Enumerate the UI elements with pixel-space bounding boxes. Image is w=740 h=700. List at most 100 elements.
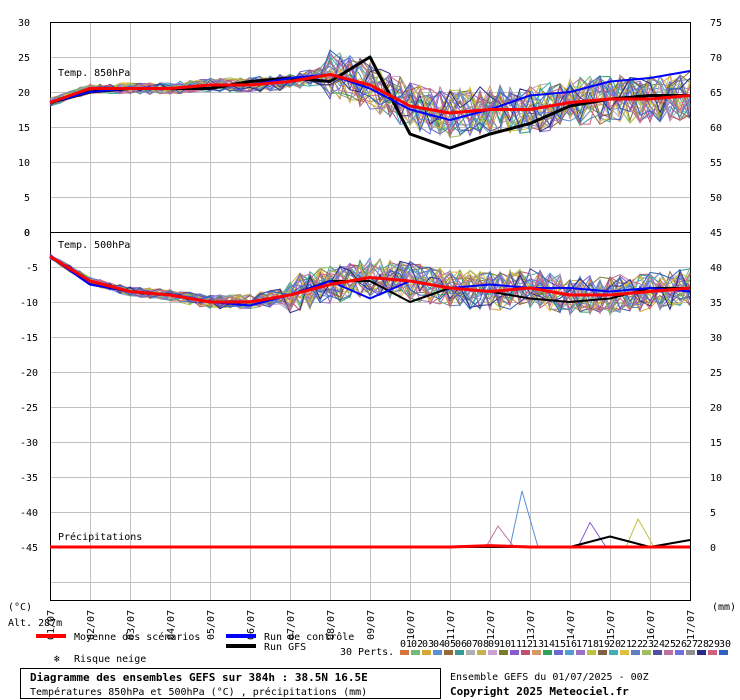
pert-swatch bbox=[631, 650, 640, 655]
pert-swatch bbox=[576, 650, 585, 655]
pert-swatch bbox=[565, 650, 574, 655]
pert-number: 07 bbox=[466, 639, 478, 650]
y-tick-right: 50 bbox=[710, 193, 722, 204]
x-tick-date: 02/07 bbox=[86, 610, 97, 640]
precip-mean-line bbox=[50, 544, 690, 549]
x-tick-date: 08/07 bbox=[326, 610, 337, 640]
y-tick-left: 0 bbox=[24, 228, 30, 239]
pert-swatch bbox=[708, 650, 717, 655]
y-tick-left: -30 bbox=[20, 438, 38, 449]
pert-number: 20 bbox=[609, 639, 621, 650]
pert-number: 21 bbox=[620, 639, 632, 650]
pert-swatch bbox=[433, 650, 442, 655]
title-line-2: Températures 850hPa et 500hPa (°C) , pré… bbox=[30, 686, 367, 698]
pert-swatch bbox=[587, 650, 596, 655]
x-tick-date: 03/07 bbox=[126, 610, 137, 640]
x-tick-date: 04/07 bbox=[166, 610, 177, 640]
pert-number: 26 bbox=[675, 639, 687, 650]
legend-snow-label: Risque neige bbox=[74, 654, 146, 665]
member-line bbox=[49, 49, 691, 136]
altitude-label: Alt. 287m bbox=[8, 618, 62, 629]
pert-number: 02 bbox=[411, 639, 423, 650]
title-box bbox=[20, 668, 441, 699]
pert-swatch bbox=[675, 650, 684, 655]
pert-number: 04 bbox=[433, 639, 445, 650]
x-tick-date: 13/07 bbox=[526, 610, 537, 640]
y-tick-right: 70 bbox=[710, 53, 722, 64]
x-tick-date: 15/07 bbox=[606, 610, 617, 640]
member-line bbox=[49, 70, 691, 137]
y-tick-left: -35 bbox=[20, 473, 38, 484]
pert-number: 01 bbox=[400, 639, 412, 650]
legend-gfs-label: Run GFS bbox=[264, 642, 306, 653]
member-line bbox=[49, 54, 691, 139]
y-tick-left: -20 bbox=[20, 368, 38, 379]
y-tick-right: 45 bbox=[710, 228, 722, 239]
x-tick-date: 06/07 bbox=[246, 610, 257, 640]
panel-label-500: Temp. 500hPa bbox=[58, 240, 130, 251]
y-tick-right: 25 bbox=[710, 368, 722, 379]
y-tick-right: 75 bbox=[710, 18, 722, 29]
pert-swatch bbox=[609, 650, 618, 655]
pert-swatch bbox=[499, 650, 508, 655]
y-tick-left: -5 bbox=[26, 263, 38, 274]
pert-swatch bbox=[543, 650, 552, 655]
y-tick-left: 5 bbox=[24, 193, 30, 204]
pert-number: 29 bbox=[708, 639, 720, 650]
x-tick-date: 12/07 bbox=[486, 610, 497, 640]
x-tick-date: 05/07 bbox=[206, 610, 217, 640]
pert-swatch bbox=[521, 650, 530, 655]
x-tick-date: 11/07 bbox=[446, 610, 457, 640]
pert-swatch bbox=[642, 650, 651, 655]
member-line bbox=[49, 68, 691, 133]
pert-swatch bbox=[477, 650, 486, 655]
x-tick-date: 14/07 bbox=[566, 610, 577, 640]
x-tick-date: 01/07 bbox=[46, 610, 57, 640]
y-tick-right: 40 bbox=[710, 263, 722, 274]
pert-number: 18 bbox=[587, 639, 599, 650]
pert-swatch bbox=[620, 650, 629, 655]
pert-number: 11 bbox=[510, 639, 522, 650]
y-tick-right: 65 bbox=[710, 88, 722, 99]
pert-swatch bbox=[466, 650, 475, 655]
y-tick-left: 30 bbox=[18, 18, 30, 29]
y-tick-right: 30 bbox=[710, 333, 722, 344]
pert-number: 12 bbox=[521, 639, 533, 650]
pert-swatch bbox=[510, 650, 519, 655]
x-tick-date: 09/07 bbox=[366, 610, 377, 640]
pert-number: 16 bbox=[565, 639, 577, 650]
pert-number: 27 bbox=[686, 639, 698, 650]
unit-left: (°C) bbox=[8, 602, 32, 613]
x-tick-date: 10/07 bbox=[406, 610, 417, 640]
pert-number: 28 bbox=[697, 639, 709, 650]
pert-number: 10 bbox=[499, 639, 511, 650]
pert-swatch bbox=[488, 650, 497, 655]
unit-right: (mm) bbox=[712, 602, 736, 613]
y-tick-right: 35 bbox=[710, 298, 722, 309]
y-tick-left: -10 bbox=[20, 298, 38, 309]
y-tick-left: -45 bbox=[20, 543, 38, 554]
pert-swatch bbox=[686, 650, 695, 655]
pert-number: 05 bbox=[444, 639, 456, 650]
run-info: Ensemble GEFS du 01/07/2025 - 00Z bbox=[450, 672, 649, 683]
pert-number: 25 bbox=[664, 639, 676, 650]
legend-perts-label: 30 Perts. bbox=[340, 647, 394, 658]
pert-swatch bbox=[664, 650, 673, 655]
pert-number: 30 bbox=[719, 639, 731, 650]
y-tick-left: -15 bbox=[20, 333, 38, 344]
pert-number: 19 bbox=[598, 639, 610, 650]
pert-number: 13 bbox=[532, 639, 544, 650]
pert-number: 22 bbox=[631, 639, 643, 650]
temp500-mean-line bbox=[49, 255, 691, 304]
y-tick-right: 15 bbox=[710, 438, 722, 449]
copyright: Copyright 2025 Meteociel.fr bbox=[450, 685, 629, 698]
pert-swatch bbox=[422, 650, 431, 655]
pert-number: 08 bbox=[477, 639, 489, 650]
y-tick-left: 20 bbox=[18, 88, 30, 99]
pert-swatch bbox=[444, 650, 453, 655]
pert-swatch bbox=[400, 650, 409, 655]
x-tick-date: 07/07 bbox=[286, 610, 297, 640]
member-line bbox=[49, 253, 691, 315]
pert-number: 14 bbox=[543, 639, 555, 650]
panel-label-850: Temp. 850hPa bbox=[58, 68, 130, 79]
